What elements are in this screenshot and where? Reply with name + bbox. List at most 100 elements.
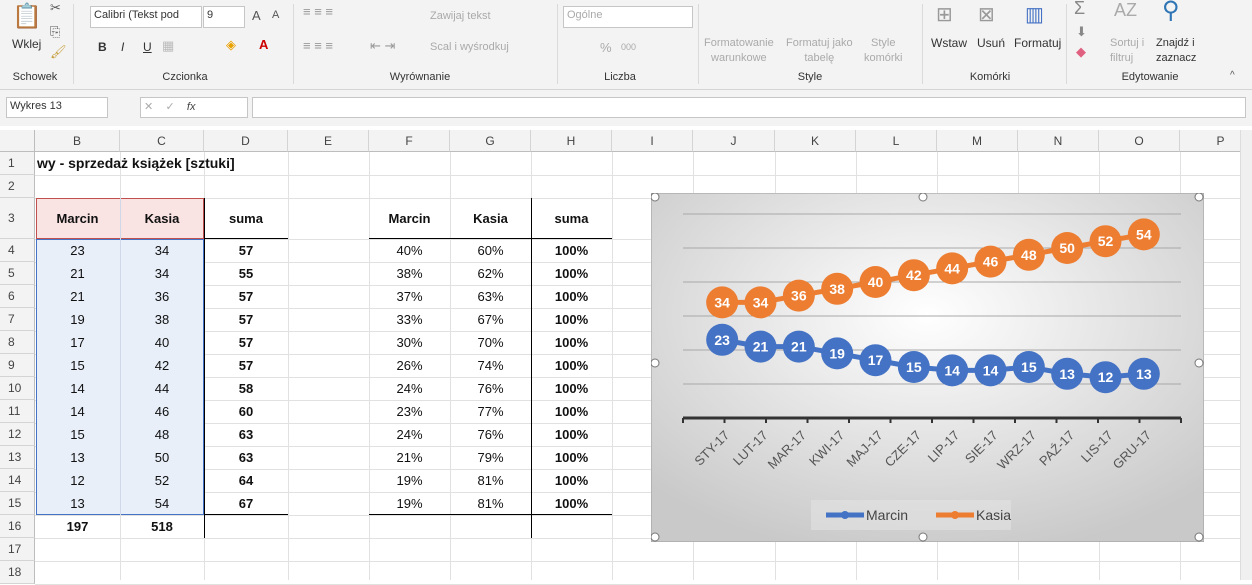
data-cell[interactable]: 79% bbox=[477, 450, 504, 465]
format-button[interactable]: Formatuj bbox=[1014, 36, 1062, 50]
data-cell[interactable]: 100% bbox=[554, 335, 589, 350]
row-header-15[interactable]: 15 bbox=[0, 492, 35, 515]
resize-handle[interactable] bbox=[918, 193, 928, 202]
data-cell[interactable]: 21 bbox=[70, 266, 85, 281]
shrink-font-icon[interactable]: A bbox=[272, 9, 280, 21]
data-cell[interactable]: 14 bbox=[70, 381, 85, 396]
format-as-table-button[interactable]: Formatuj jako tabelę bbox=[786, 36, 853, 66]
data-cell[interactable]: 63 bbox=[238, 427, 254, 442]
data-point[interactable] bbox=[821, 272, 854, 305]
collapse-ribbon-icon[interactable]: ^ bbox=[1230, 70, 1235, 81]
column-header-H[interactable]: H bbox=[531, 130, 612, 152]
formula-input[interactable] bbox=[252, 97, 1246, 118]
data-cell[interactable]: 100% bbox=[554, 312, 589, 327]
insert-cells-icon[interactable]: ⊞ bbox=[936, 4, 953, 26]
resize-handle[interactable] bbox=[651, 532, 660, 542]
data-cell[interactable]: 60 bbox=[238, 404, 254, 419]
data-cell[interactable]: 67% bbox=[477, 312, 504, 327]
data-cell[interactable]: 36 bbox=[154, 289, 170, 304]
column-header-P[interactable]: P bbox=[1180, 130, 1252, 152]
data-cell[interactable]: 40 bbox=[154, 335, 170, 350]
data-cell[interactable]: 50 bbox=[154, 450, 170, 465]
data-cell[interactable]: 77% bbox=[477, 404, 504, 419]
data-point[interactable] bbox=[1012, 351, 1045, 383]
row-header-9[interactable]: 9 bbox=[0, 354, 35, 377]
cancel-icon[interactable]: ✕ bbox=[144, 101, 154, 113]
data-cell[interactable]: 24% bbox=[396, 381, 423, 396]
column-header-J[interactable]: J bbox=[693, 130, 775, 152]
fill-icon[interactable]: ⬇ bbox=[1076, 24, 1087, 39]
select-all-button[interactable] bbox=[0, 130, 35, 152]
row-header-13[interactable]: 13 bbox=[0, 446, 35, 469]
resize-handle[interactable] bbox=[1194, 358, 1204, 368]
data-point[interactable] bbox=[897, 351, 930, 383]
data-point[interactable] bbox=[1089, 225, 1122, 258]
data-point[interactable] bbox=[936, 252, 969, 285]
data-cell[interactable]: 40% bbox=[396, 243, 423, 258]
data-cell[interactable]: 100% bbox=[554, 358, 589, 373]
total-cell-b[interactable]: 197 bbox=[66, 519, 89, 534]
sort-filter-icon[interactable]: AZ bbox=[1114, 0, 1138, 20]
delete-button[interactable]: Usuń bbox=[977, 36, 1006, 50]
sort-filter-button[interactable]: Sortuj i filtruj bbox=[1110, 36, 1144, 66]
header-cell-b[interactable]: Marcin bbox=[56, 211, 99, 226]
cell-title[interactable]: wy - sprzedaż książek [sztuki] bbox=[37, 155, 235, 171]
data-cell[interactable]: 37% bbox=[396, 289, 423, 304]
data-cell[interactable]: 19% bbox=[396, 496, 423, 511]
data-point[interactable] bbox=[897, 259, 930, 292]
column-header-I[interactable]: I bbox=[612, 130, 693, 152]
row-header-17[interactable]: 17 bbox=[0, 538, 35, 561]
data-point[interactable] bbox=[1051, 357, 1084, 390]
fill-color-icon[interactable]: ◈ bbox=[226, 37, 236, 52]
data-cell[interactable]: 55 bbox=[238, 266, 254, 281]
row-header-6[interactable]: 6 bbox=[0, 285, 35, 308]
row-header-3[interactable]: 3 bbox=[0, 198, 35, 239]
row-header-10[interactable]: 10 bbox=[0, 377, 35, 400]
underline-button[interactable]: U bbox=[143, 40, 152, 54]
data-cell[interactable]: 81% bbox=[477, 473, 504, 488]
resize-handle[interactable] bbox=[651, 358, 660, 368]
data-point[interactable] bbox=[1012, 238, 1045, 271]
column-header-M[interactable]: M bbox=[937, 130, 1018, 152]
data-cell[interactable]: 52 bbox=[154, 473, 170, 488]
data-cell[interactable]: 63 bbox=[238, 450, 254, 465]
font-name-select[interactable]: Calibri (Tekst pod bbox=[90, 6, 202, 28]
header-cell-c[interactable]: Kasia bbox=[144, 211, 180, 226]
format-cells-icon[interactable]: ▥ bbox=[1025, 4, 1044, 26]
paste-button[interactable]: Wklej bbox=[12, 37, 42, 51]
data-cell[interactable]: 19% bbox=[396, 473, 423, 488]
data-cell[interactable]: 57 bbox=[238, 335, 254, 350]
percent-button[interactable]: % bbox=[600, 40, 612, 55]
data-point[interactable] bbox=[782, 279, 815, 312]
data-cell[interactable]: 23 bbox=[70, 243, 85, 258]
row-header-14[interactable]: 14 bbox=[0, 469, 35, 492]
data-cell[interactable]: 100% bbox=[554, 266, 589, 281]
align-top-icon[interactable]: ≡ ≡ ≡ bbox=[303, 4, 333, 19]
data-cell[interactable]: 14 bbox=[70, 404, 85, 419]
data-cell[interactable]: 12 bbox=[70, 473, 85, 488]
resize-handle[interactable] bbox=[918, 532, 928, 542]
data-cell[interactable]: 21 bbox=[70, 289, 85, 304]
insert-button[interactable]: Wstaw bbox=[931, 36, 967, 50]
data-point[interactable] bbox=[1051, 232, 1084, 264]
column-header-G[interactable]: G bbox=[450, 130, 531, 152]
data-cell[interactable]: 63% bbox=[477, 289, 504, 304]
data-cell[interactable]: 74% bbox=[477, 358, 504, 373]
data-cell[interactable]: 76% bbox=[477, 427, 504, 442]
data-cell[interactable]: 21% bbox=[396, 450, 423, 465]
row-header-2[interactable]: 2 bbox=[0, 175, 35, 198]
format-painter-icon[interactable]: 🖌 bbox=[50, 44, 67, 59]
row-header-7[interactable]: 7 bbox=[0, 308, 35, 331]
data-point[interactable] bbox=[974, 354, 1007, 387]
number-format-select[interactable]: Ogólne bbox=[563, 6, 693, 28]
row-header-12[interactable]: 12 bbox=[0, 423, 35, 446]
data-cell[interactable]: 62% bbox=[477, 266, 504, 281]
column-header-B[interactable]: B bbox=[35, 130, 120, 152]
wrap-text-button[interactable]: Zawijaj tekst bbox=[430, 10, 491, 22]
data-point[interactable] bbox=[859, 266, 892, 298]
data-cell[interactable]: 30% bbox=[396, 335, 423, 350]
enter-icon[interactable]: ✓ bbox=[165, 101, 175, 113]
column-header-F[interactable]: F bbox=[369, 130, 450, 152]
data-cell[interactable]: 13 bbox=[70, 496, 85, 511]
resize-handle[interactable] bbox=[1194, 193, 1204, 202]
